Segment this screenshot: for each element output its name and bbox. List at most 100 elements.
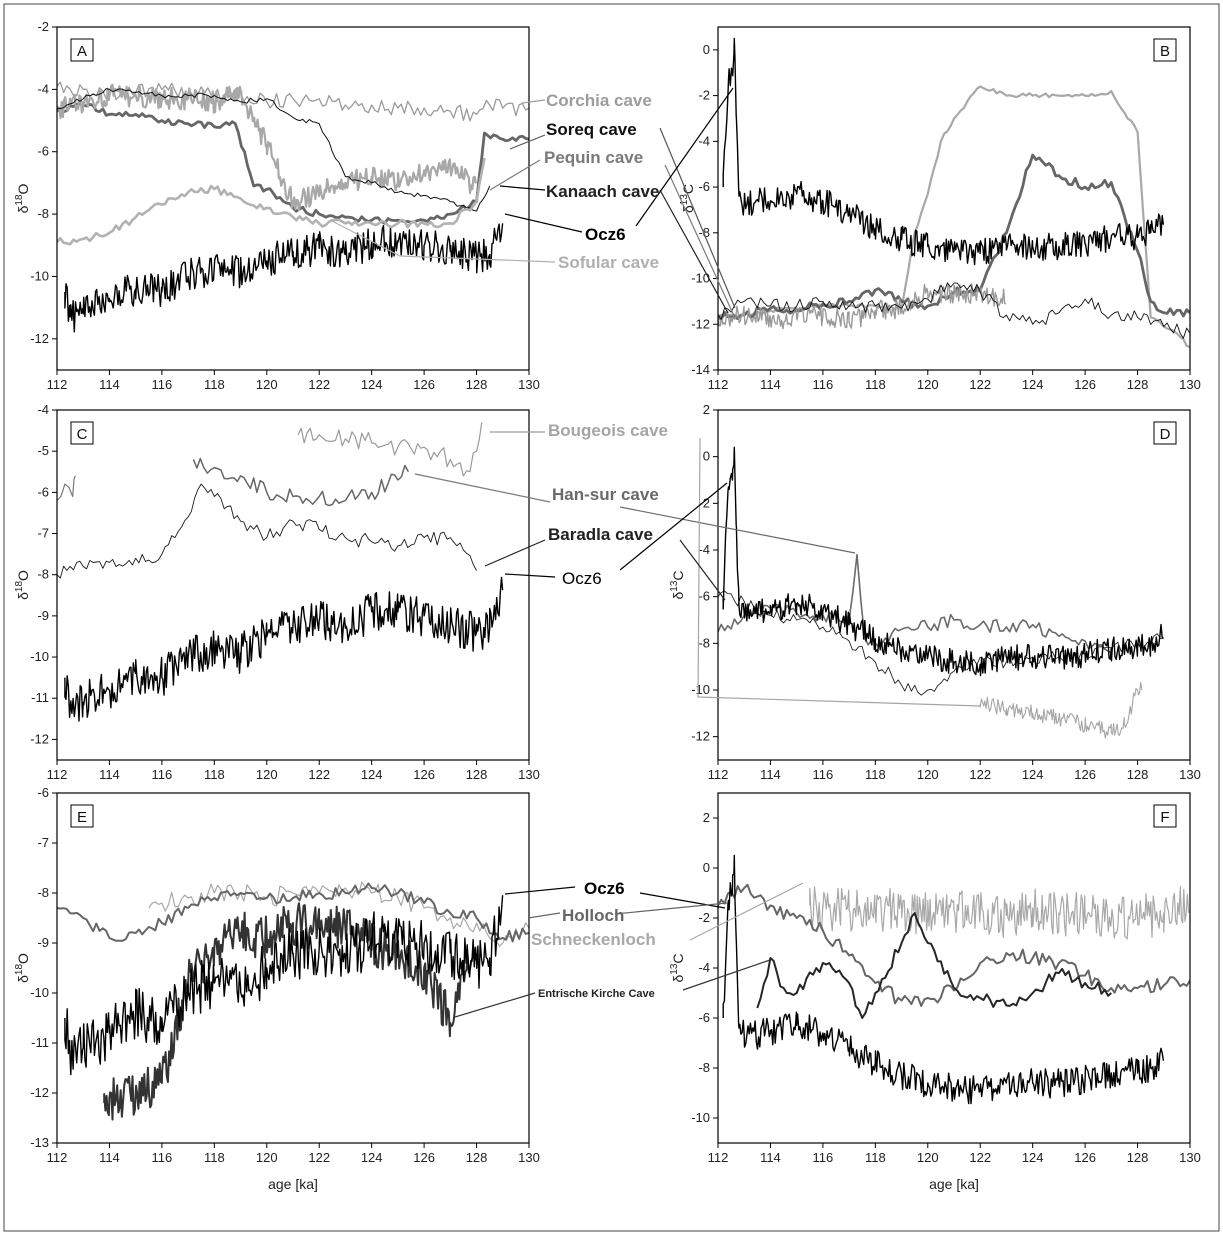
label-baradla-cave: Baradla cave <box>548 525 653 544</box>
panel-letter: D <box>1160 426 1171 443</box>
series-kanaach-cave-b <box>718 282 1190 339</box>
panel-letter-box <box>1153 38 1177 62</box>
x-tick-label: 122 <box>308 767 330 782</box>
x-tick-label: 114 <box>99 767 120 782</box>
arrow-soreq-b <box>659 127 736 309</box>
x-tick-label: 130 <box>1179 767 1201 782</box>
arrow-han-sur <box>414 473 551 503</box>
y-tick-label: -4 <box>37 402 49 417</box>
arrow-kanaach <box>499 185 546 191</box>
x-tick-label: 120 <box>917 767 939 782</box>
y-tick-label: -6 <box>37 144 49 159</box>
x-tick-label: 112 <box>47 767 68 782</box>
arrow-ocz6-b <box>635 87 734 227</box>
x-tick-label: 130 <box>518 767 540 782</box>
x-tick-label: 128 <box>466 1150 488 1165</box>
x-axis-label: age [ka] <box>929 1176 979 1192</box>
x-tick-label: 118 <box>865 1150 886 1165</box>
y-tick-label: 0 <box>703 42 710 57</box>
y-tick-label: -4 <box>698 542 710 557</box>
y-tick-label: -12 <box>30 731 49 746</box>
x-tick-label: 126 <box>1074 1150 1096 1165</box>
y-tick-label: -10 <box>691 1110 710 1125</box>
y-tick-label: -4 <box>698 133 710 148</box>
arrow-holloch-f <box>614 902 728 915</box>
x-tick-label: 116 <box>152 377 173 392</box>
x-tick-label: 120 <box>256 767 278 782</box>
x-tick-label: 128 <box>1127 377 1149 392</box>
y-tick-label: -6 <box>37 484 49 499</box>
x-tick-label: 116 <box>813 377 834 392</box>
panel-e: 112 114 116 118 120 122 124 126 128 130 -13 -12 -11 -… <box>14 785 540 1192</box>
series-ocz6-f <box>722 854 1165 1105</box>
y-tick-label: -2 <box>37 19 49 34</box>
plot-frame <box>717 409 1191 761</box>
y-axis-label: δ18O <box>14 570 31 600</box>
y-tick-label: 2 <box>703 810 710 825</box>
y-tick-label: -8 <box>37 567 49 582</box>
series-pequin-cave-b <box>718 283 1007 330</box>
arrow-entrische-f <box>682 959 771 991</box>
y-tick-label: -10 <box>30 985 49 1000</box>
arrow-pequin <box>489 159 541 191</box>
plot-frame <box>56 792 530 1144</box>
y-tick-label: -12 <box>691 316 710 331</box>
y-tick-label: -9 <box>37 935 49 950</box>
x-tick-label: 128 <box>466 377 488 392</box>
outer-border <box>3 3 1220 1232</box>
x-tick-label: 118 <box>865 767 886 782</box>
y-tick-label: -10 <box>691 271 710 286</box>
x-tick-label: 112 <box>47 1150 68 1165</box>
x-tick-label: 130 <box>1179 377 1201 392</box>
y-tick-label: -8 <box>37 206 49 221</box>
y-tick-label: -11 <box>31 690 49 705</box>
series-labels: Corchia cave Soreq cave Pequin cave Kana… <box>531 91 668 1000</box>
panel-letter: A <box>77 43 87 60</box>
y-axis-label: δ13C <box>679 184 696 213</box>
x-tick-label: 128 <box>466 767 488 782</box>
x-tick-label: 128 <box>1127 1150 1149 1165</box>
y-tick-label: -8 <box>698 1060 710 1075</box>
x-tick-label: 114 <box>99 1150 120 1165</box>
y-tick-label: -7 <box>37 526 49 541</box>
y-tick-label: 2 <box>703 402 710 417</box>
series-entrische-kirche-cave-e <box>103 902 477 1121</box>
arrow-ocz6-c <box>504 573 556 578</box>
x-tick-label: 124 <box>361 1150 383 1165</box>
label-holloch: Holloch <box>562 906 624 925</box>
y-tick-label: -10 <box>691 682 710 697</box>
x-tick-label: 114 <box>760 1150 781 1165</box>
x-tick-label: 122 <box>969 767 991 782</box>
x-tick-label: 126 <box>413 377 435 392</box>
y-tick-label: -8 <box>698 635 710 650</box>
x-tick-label: 130 <box>518 1150 540 1165</box>
panel-d: 112 114 116 118 120 122 124 126 128 130 -12 -10 -8 -6… <box>669 402 1201 782</box>
y-axis-label: δ13C <box>669 570 686 599</box>
x-tick-label: 120 <box>256 377 278 392</box>
series-soreq-cave-a <box>57 102 529 225</box>
label-pequin-cave: Pequin cave <box>544 148 643 167</box>
x-tick-label: 122 <box>308 377 330 392</box>
x-tick-label: 122 <box>308 1150 330 1165</box>
series-ocz6-e <box>64 895 504 1076</box>
x-tick-label: 130 <box>518 377 540 392</box>
label-kanaach-cave: Kanaach cave <box>546 182 659 201</box>
x-tick-label: 126 <box>413 1150 435 1165</box>
series-schneckenloch-f <box>809 886 1190 940</box>
arrow-holloch <box>527 912 561 919</box>
x-tick-label: 124 <box>361 767 383 782</box>
x-tick-label: 114 <box>760 377 781 392</box>
y-tick-label: -12 <box>30 1085 49 1100</box>
x-tick-label: 114 <box>99 377 120 392</box>
x-tick-label: 116 <box>813 767 834 782</box>
series-han-sur-cave-d <box>718 553 1112 654</box>
label-ocz6-c: Ocz6 <box>562 569 602 588</box>
panel-b: 112 114 116 118 120 122 124 126 128 130 -14 -12 -10 -… <box>679 26 1201 392</box>
label-bougeois-cave: Bougeois cave <box>548 421 668 440</box>
x-tick-label: 122 <box>969 377 991 392</box>
y-tick-label: -2 <box>698 495 710 510</box>
arrow-baradla <box>484 539 546 567</box>
plot-frame <box>56 409 530 761</box>
x-tick-label: 124 <box>1022 377 1044 392</box>
panel-letter-box <box>70 804 94 828</box>
